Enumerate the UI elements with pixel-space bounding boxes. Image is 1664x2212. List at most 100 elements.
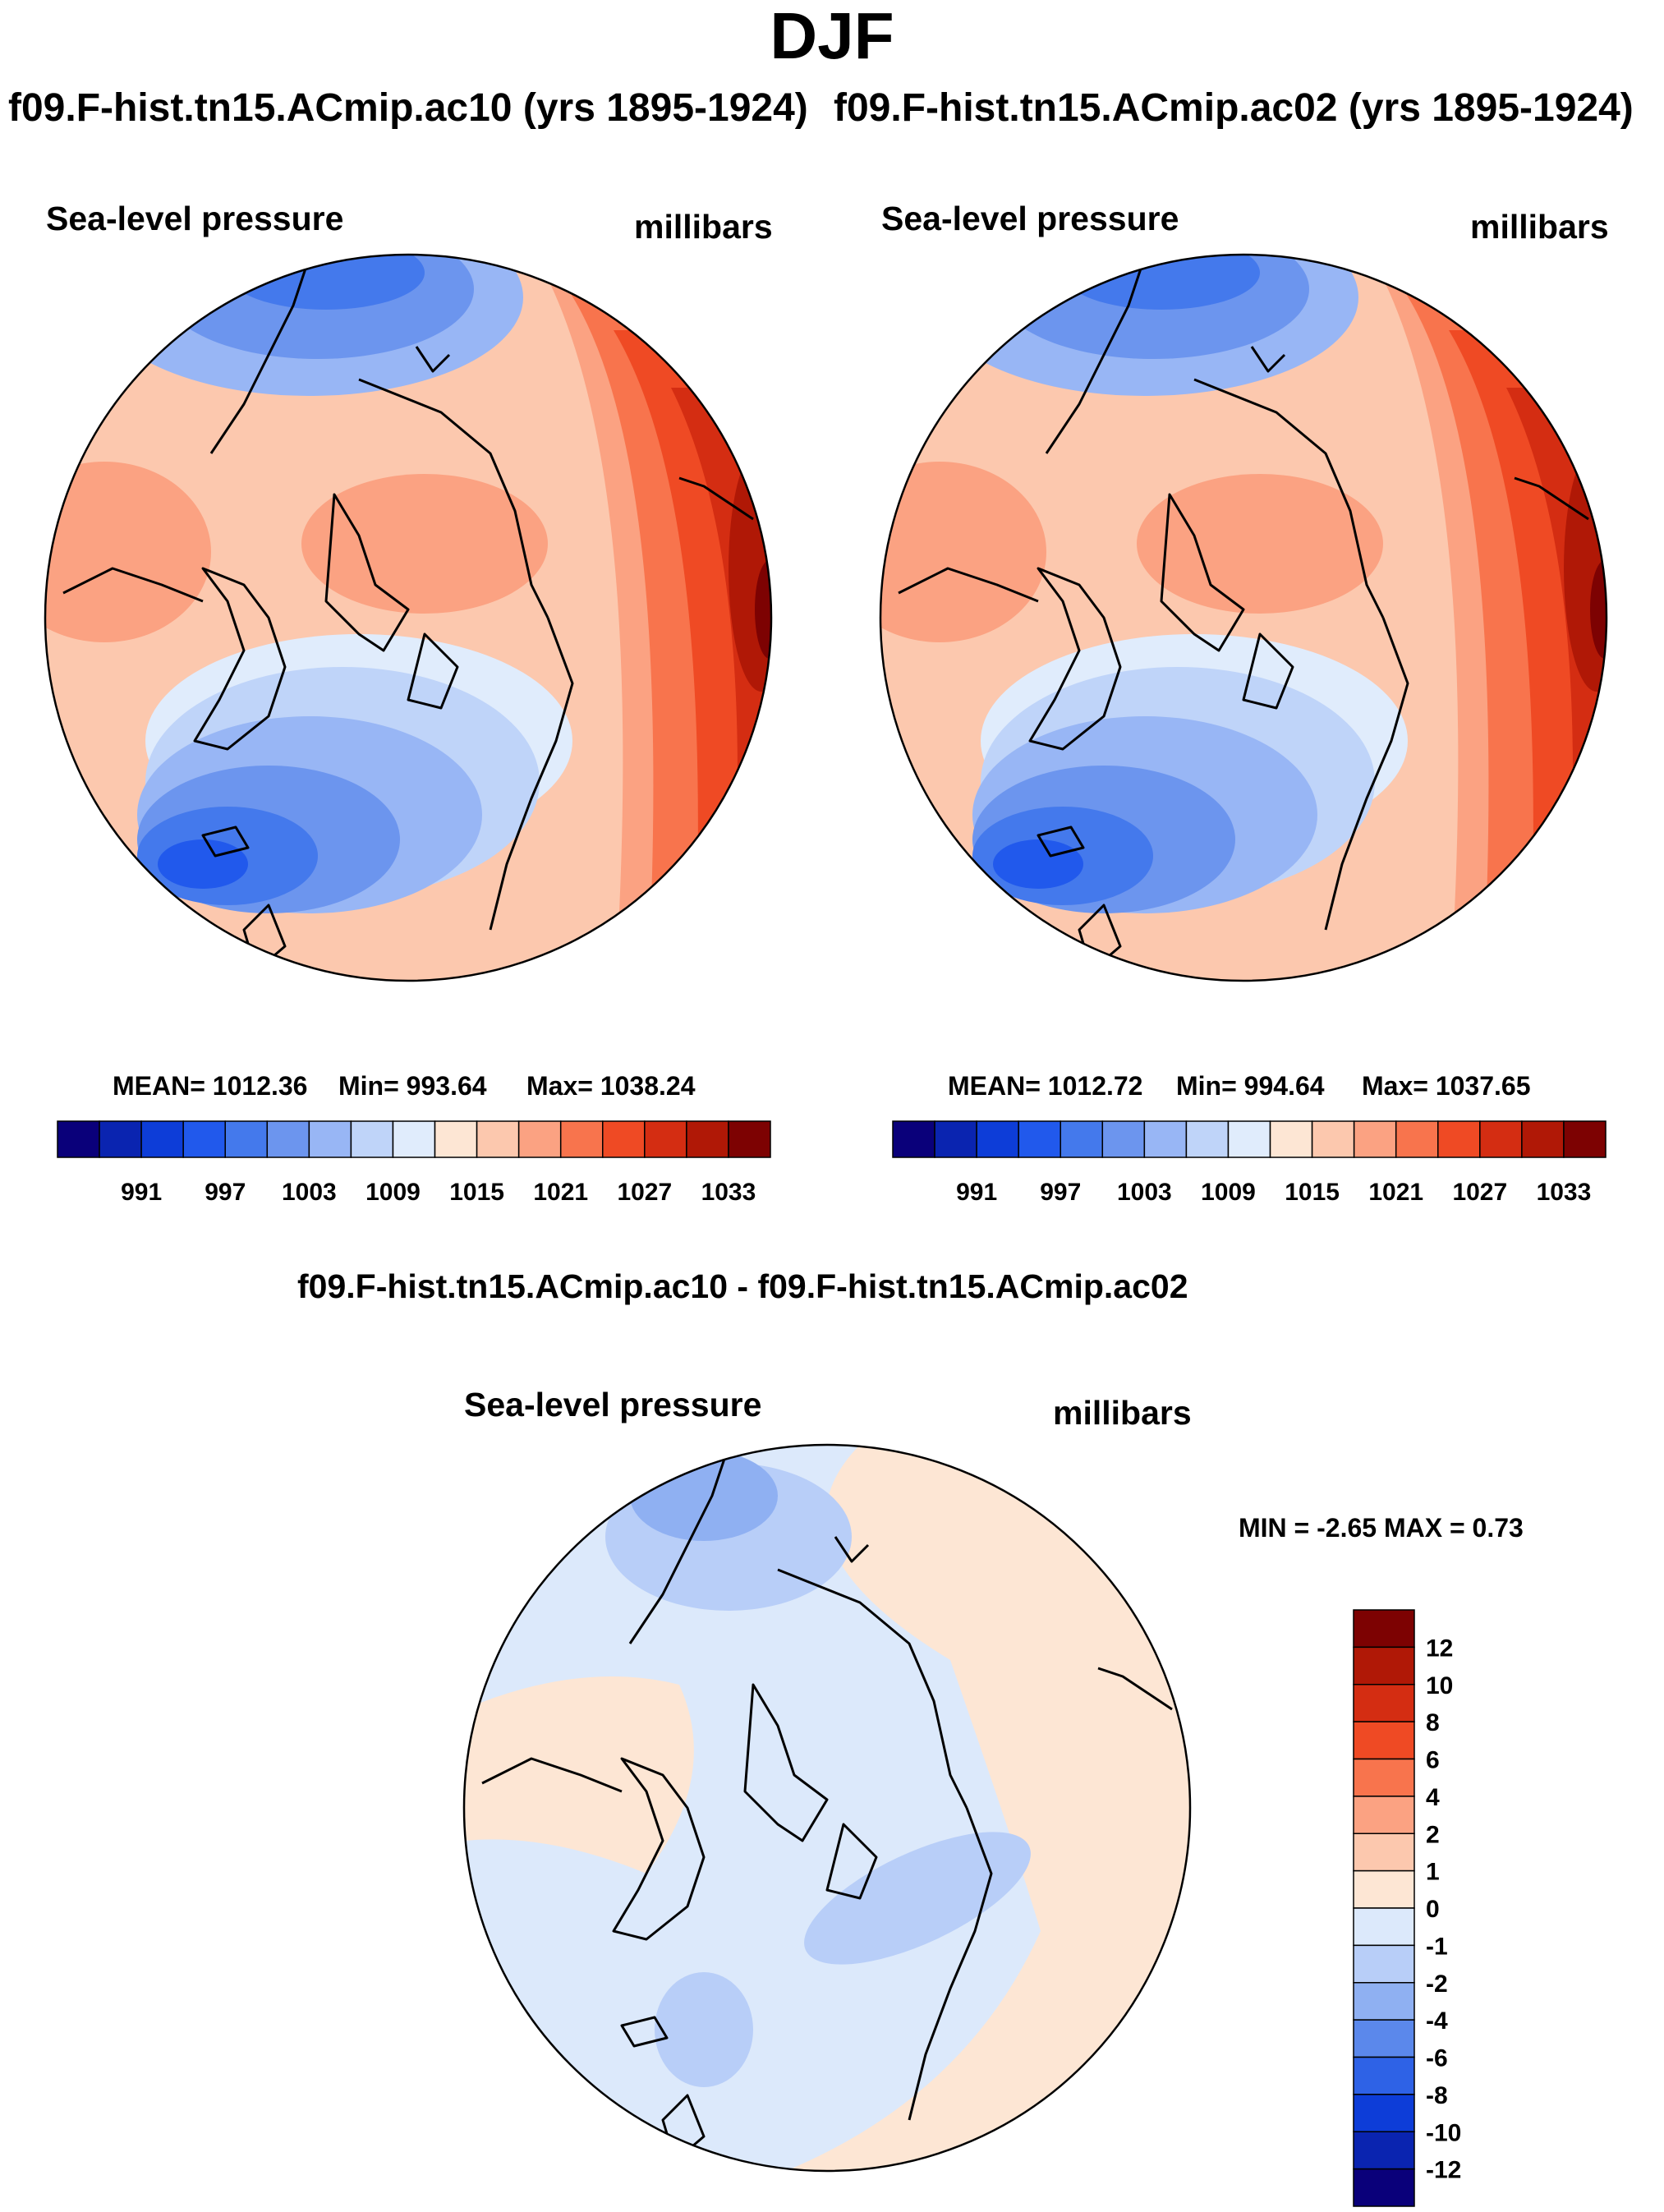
right-colorbar-box	[1395, 1120, 1439, 1158]
archipelago-coast	[1160, 493, 1245, 652]
alaska-coast	[628, 1446, 730, 1644]
diff-colorbar-box	[1353, 2168, 1415, 2207]
diff-panel-units: millibars	[1053, 1394, 1192, 1432]
diff-colorbar-box	[1353, 1869, 1415, 1909]
left-colorbar-box	[602, 1120, 646, 1158]
difference-title: f09.F-hist.tn15.ACmip.ac10 - f09.F-hist.…	[297, 1267, 1188, 1305]
right-panel-units: millibars	[1470, 208, 1609, 246]
svalbard-coast	[825, 1823, 878, 1900]
left-colorbar-tick-label: 1021	[533, 1179, 588, 1206]
iceland-coast	[620, 2016, 669, 2048]
arctic-high	[1137, 474, 1383, 614]
hudson-coast	[481, 1757, 623, 1793]
left-colorbar-box	[476, 1120, 520, 1158]
right-colorbar-tick-label: 1027	[1452, 1179, 1507, 1206]
right-mean-label: MEAN= 1012.72	[948, 1071, 1143, 1101]
left-colorbar-box	[99, 1120, 142, 1158]
right-colorbar-box	[1437, 1120, 1481, 1158]
icelandic-low-core	[993, 839, 1083, 889]
left-colorbar-tick-label: 1027	[617, 1179, 672, 1206]
diff-colorbar-tick-label: 1	[1426, 1859, 1440, 1886]
scandinavia-coast	[908, 1807, 993, 2121]
diff-positive-east	[786, 1445, 1190, 2171]
diff-map-border	[462, 1443, 1192, 2173]
diff-colorbar-box	[1353, 1721, 1415, 1760]
diff-minmax-label: MIN = -2.65 MAX = 0.73	[1239, 1513, 1524, 1543]
kamchatka-coast	[1514, 476, 1589, 521]
scandinavia-coast	[489, 617, 574, 931]
right-colorbar-tick-label: 1009	[1201, 1179, 1256, 1206]
coastline	[415, 346, 451, 373]
left-colorbar-tick-label: 1003	[282, 1179, 337, 1206]
left-colorbar-box	[57, 1120, 100, 1158]
diff-colorbar-box	[1353, 1833, 1415, 1872]
alaska-coast	[209, 255, 311, 454]
diff-colorbar-tick-label: 0	[1426, 1896, 1440, 1923]
siberia-coast	[777, 1568, 968, 1809]
right-colorbar-box	[1353, 1120, 1397, 1158]
left-case-title: f09.F-hist.tn15.ACmip.ac10 (yrs 1895-192…	[8, 86, 808, 130]
right-colorbar-tick-label: 1021	[1368, 1179, 1423, 1206]
right-colorbar-tick-label: 1015	[1285, 1179, 1340, 1206]
right-colorbar-tick-label: 997	[1040, 1179, 1081, 1206]
diff-colorbar-box	[1353, 2056, 1415, 2095]
diff-colorbar-box	[1353, 2019, 1415, 2058]
left-colorbar-box	[434, 1120, 478, 1158]
coastline	[1250, 346, 1286, 373]
slp-map-1	[880, 255, 1607, 981]
left-min-label: Min= 993.64	[338, 1071, 487, 1101]
kamchatka-coast	[678, 476, 754, 521]
diff-colorbar-box	[1353, 1982, 1415, 2021]
diff-panel-variable: Sea-level pressure	[464, 1386, 762, 1423]
archipelago-coast	[324, 493, 410, 652]
svalbard-coast	[1242, 632, 1294, 710]
diff-colorbar-box	[1353, 1796, 1415, 1834]
left-colorbar-box	[308, 1120, 352, 1158]
hudson-coast	[898, 567, 1039, 603]
diff-colorbar-box	[1353, 1944, 1415, 1984]
pacific-low-core	[228, 255, 425, 310]
diff-colorbar-box	[1353, 1684, 1415, 1722]
left-colorbar-box	[559, 1120, 604, 1158]
icelandic-low-core	[158, 839, 248, 889]
right-colorbar-box	[1060, 1120, 1104, 1158]
left-colorbar-tick-label: 1015	[449, 1179, 504, 1206]
right-colorbar-tick-label: 991	[956, 1179, 997, 1206]
left-colorbar-box	[517, 1120, 562, 1158]
right-colorbar-box	[1018, 1120, 1061, 1158]
diff-colorbar-tick-label: -2	[1426, 1971, 1448, 1998]
siberian-high-peak	[1590, 560, 1607, 659]
siberia-coast	[358, 378, 549, 619]
greenland-coast	[1028, 567, 1122, 751]
diff-colorbar-tick-label: 2	[1426, 1821, 1440, 1848]
iceland-coast	[1037, 825, 1085, 858]
diff-colorbar-box	[1353, 1646, 1415, 1685]
diff-colorbar-tick-label: -4	[1426, 2007, 1448, 2035]
left-colorbar-tick-label: 997	[205, 1179, 246, 1206]
diff-colorbar-box	[1353, 1609, 1415, 1649]
greenland-coast	[612, 1757, 706, 1941]
iceland-coast	[201, 825, 250, 858]
coastline	[834, 1536, 870, 1563]
left-mean-label: MEAN= 1012.36	[113, 1071, 308, 1101]
left-panel-variable: Sea-level pressure	[46, 200, 344, 237]
diff-colorbar-tick-label: -6	[1426, 2045, 1448, 2072]
right-colorbar-box	[1563, 1120, 1607, 1158]
diff-colorbar-box	[1353, 2094, 1415, 2132]
left-colorbar-tick-label: 1033	[701, 1179, 756, 1206]
right-colorbar-tick-label: 1033	[1537, 1179, 1592, 1206]
left-colorbar-box	[392, 1120, 436, 1158]
left-colorbar-box	[686, 1120, 729, 1158]
right-panel-variable: Sea-level pressure	[881, 200, 1179, 237]
right-max-label: Max= 1037.65	[1362, 1071, 1531, 1101]
siberian-high-peak	[755, 560, 771, 659]
scandinavia-coast	[1324, 617, 1409, 931]
diff-colorbar-box	[1353, 1758, 1415, 1797]
diff-colorbar-tick-label: 12	[1426, 1635, 1453, 1662]
right-colorbar-box	[1185, 1120, 1230, 1158]
left-colorbar-box	[350, 1120, 394, 1158]
diff-colorbar-tick-label: 10	[1426, 1672, 1453, 1699]
archipelago-coast	[743, 1683, 829, 1842]
diff-colorbar-tick-label: -10	[1426, 2119, 1461, 2146]
